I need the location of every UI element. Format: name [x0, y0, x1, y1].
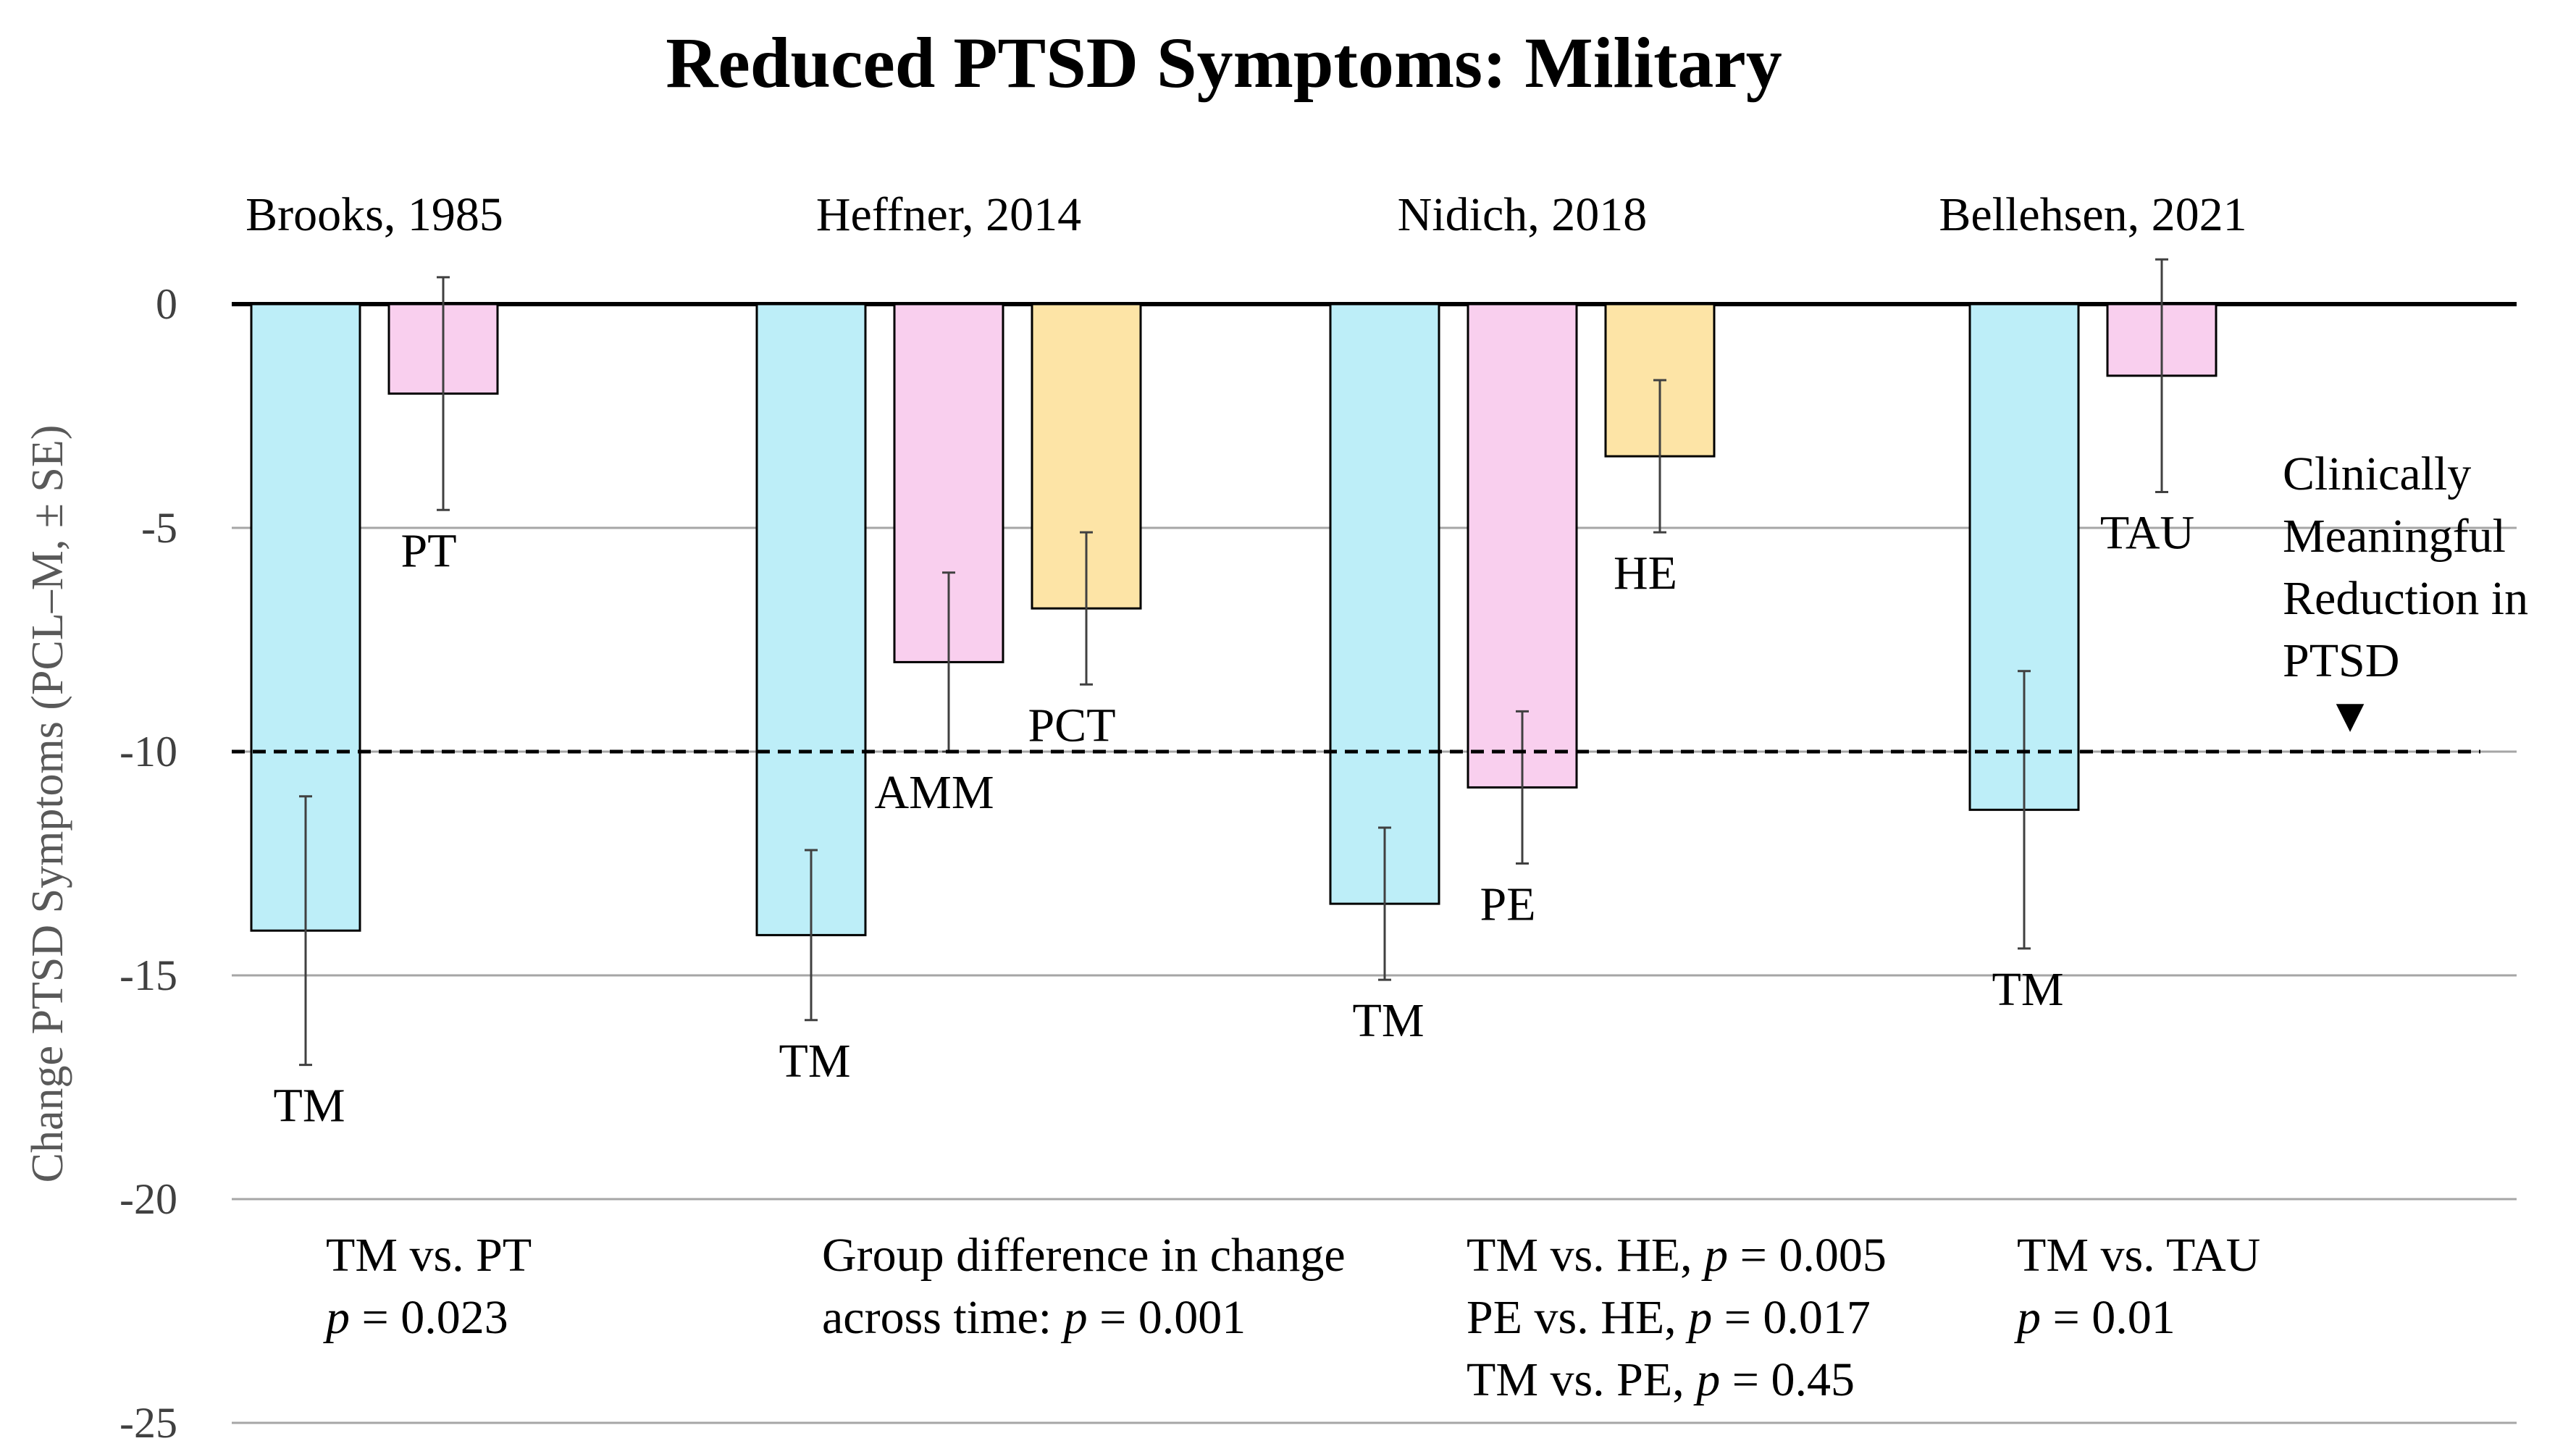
reference-label-line: Clinically: [2283, 447, 2471, 500]
y-axis-label: Change PTSD Symptoms (PCL–M, ± SE): [23, 425, 72, 1183]
y-tick-label: -20: [119, 1175, 177, 1223]
bar-label: TM: [1992, 963, 2064, 1016]
reference-marker: ▼: [2326, 689, 2373, 742]
y-tick-label: -15: [119, 951, 177, 999]
stat-line: TM vs. TAU: [2017, 1229, 2260, 1282]
stat-line: PE vs. HE, p = 0.017: [1467, 1291, 1871, 1344]
study-name: Nidich, 2018: [1398, 188, 1648, 241]
reference-label-line: Reduction in: [2283, 572, 2528, 625]
reference-layer: Clinically Meaningful Reduction in PTSD▼: [232, 447, 2528, 754]
bar: [1329, 303, 1440, 905]
stat-line: across time: p = 0.001: [822, 1291, 1246, 1344]
reference-label-line: Meaningful: [2283, 510, 2506, 563]
bar-label: TM: [274, 1080, 345, 1132]
stat-line: p = 0.01: [2014, 1291, 2176, 1344]
y-tick-label: -25: [119, 1399, 177, 1447]
bar-layer: [250, 303, 2218, 936]
stat-line: Group difference in change: [822, 1229, 1346, 1282]
bar-label-layer: TM PT TM AMM PCT TM PE HE TM TAU: [274, 507, 2195, 1132]
bar-label: TM: [1353, 994, 1425, 1047]
bar-label: PCT: [1028, 699, 1115, 752]
bar-label: TAU: [2100, 507, 2194, 560]
bar: [1467, 303, 1578, 789]
stat-line: p = 0.023: [323, 1291, 508, 1344]
stat-line: TM vs. PT: [326, 1229, 532, 1282]
bar-label: PE: [1480, 878, 1535, 931]
study-name: Heffner, 2014: [816, 188, 1081, 241]
stat-line: TM vs. HE, p = 0.005: [1467, 1229, 1887, 1282]
bar: [755, 303, 867, 936]
chart-title: Reduced PTSD Symptoms: Military: [666, 22, 1782, 103]
bar-label: AMM: [874, 766, 994, 819]
bar-label: HE: [1614, 547, 1677, 600]
stats-layer: TM vs. PT p = 0.023 Group difference in ch…: [323, 1229, 2260, 1406]
study-name: Brooks, 1985: [246, 188, 503, 241]
bar-label: PT: [400, 524, 456, 577]
y-tick-label: -5: [141, 504, 177, 552]
y-tick-labels: 0 -5 -10 -15 -20 -25: [119, 280, 177, 1447]
y-tick-label: -10: [119, 728, 177, 776]
study-name: Bellehsen, 2021: [1939, 188, 2246, 241]
stat-line: TM vs. PE, p = 0.45: [1467, 1353, 1855, 1406]
y-tick-label: 0: [156, 280, 177, 328]
study-name-layer: Brooks, 1985 Heffner, 2014 Nidich, 2018 Bel…: [246, 188, 2246, 241]
reference-label-line: PTSD: [2283, 634, 2399, 687]
bar-label: TM: [779, 1035, 851, 1088]
error-bar-layer: [299, 258, 2168, 1067]
